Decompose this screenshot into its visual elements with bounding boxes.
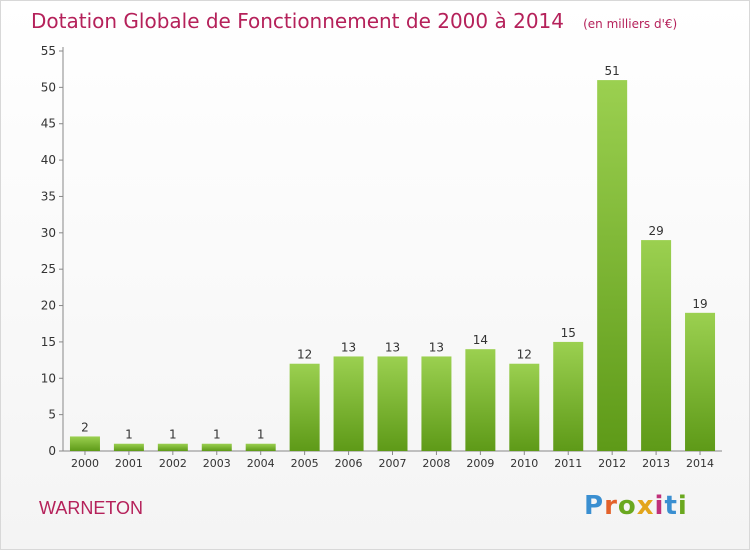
- bar-value-label: 29: [648, 224, 663, 238]
- x-tick-label: 2012: [598, 457, 626, 470]
- bar-value-label: 13: [385, 340, 400, 354]
- y-tick-label: 30: [41, 226, 56, 240]
- bar: [685, 312, 716, 451]
- bar-value-label: 51: [605, 64, 620, 78]
- y-tick-label: 25: [41, 262, 56, 276]
- x-tick-label: 2006: [335, 457, 363, 470]
- bar-value-label: 1: [257, 428, 265, 442]
- y-tick-label: 45: [41, 117, 56, 131]
- bar: [553, 341, 584, 451]
- title-line: Dotation Globale de Fonctionnement de 20…: [31, 9, 677, 33]
- x-tick-label: 2000: [71, 457, 99, 470]
- bar-value-label: 12: [297, 348, 312, 362]
- x-tick-label: 2005: [291, 457, 319, 470]
- y-tick-label: 55: [41, 44, 56, 58]
- y-tick-label: 35: [41, 189, 56, 203]
- bar: [597, 80, 628, 451]
- chart-unit-note: (en milliers d'€): [583, 17, 678, 31]
- x-tick-label: 2007: [379, 457, 407, 470]
- proxiti-logo: Proxiti: [584, 491, 688, 521]
- bar-value-label: 13: [341, 340, 356, 354]
- y-tick-label: 20: [41, 299, 56, 313]
- x-tick-label: 2014: [686, 457, 714, 470]
- bar-value-label: 19: [692, 297, 707, 311]
- x-tick-label: 2010: [510, 457, 538, 470]
- x-tick-label: 2003: [203, 457, 231, 470]
- y-tick-label: 5: [48, 408, 56, 422]
- y-tick-label: 0: [48, 444, 56, 458]
- y-tick-label: 50: [41, 80, 56, 94]
- x-tick-label: 2008: [422, 457, 450, 470]
- chart-title: Dotation Globale de Fonctionnement de 20…: [31, 9, 564, 33]
- bar-value-label: 12: [517, 348, 532, 362]
- bar: [157, 443, 188, 451]
- bar-value-label: 15: [561, 326, 576, 340]
- bar: [421, 356, 452, 451]
- y-tick-label: 10: [41, 371, 56, 385]
- bar: [201, 443, 232, 451]
- x-tick-label: 2004: [247, 457, 275, 470]
- bar-value-label: 2: [81, 420, 89, 434]
- y-tick-label: 15: [41, 335, 56, 349]
- bar-value-label: 1: [125, 428, 133, 442]
- bar: [113, 443, 144, 451]
- bar: [641, 240, 672, 451]
- bar-value-label: 14: [473, 333, 488, 347]
- x-tick-label: 2009: [466, 457, 494, 470]
- bar: [509, 363, 540, 451]
- commune-name: WARNETON: [39, 498, 144, 518]
- bar-value-label: 1: [169, 428, 177, 442]
- x-tick-label: 2001: [115, 457, 143, 470]
- bar: [289, 363, 320, 451]
- bar: [333, 356, 364, 451]
- bar-value-label: 13: [429, 340, 444, 354]
- bar: [245, 443, 276, 451]
- bar: [377, 356, 408, 451]
- x-tick-label: 2002: [159, 457, 187, 470]
- y-tick-label: 40: [41, 153, 56, 167]
- bar: [69, 436, 100, 451]
- x-tick-label: 2011: [554, 457, 582, 470]
- bar-value-label: 1: [213, 428, 221, 442]
- x-tick-label: 2013: [642, 457, 670, 470]
- bar: [465, 349, 496, 451]
